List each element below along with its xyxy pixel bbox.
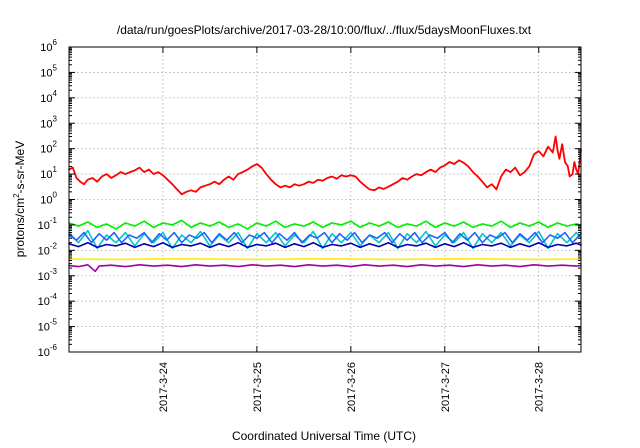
gridlines — [69, 47, 581, 352]
y-tick-label: 10-2 — [38, 241, 58, 257]
x-tick-label: 2017-3-24 — [158, 362, 170, 412]
series-layer — [68, 135, 582, 273]
x-tick-label: 2017-3-28 — [534, 362, 546, 412]
y-tick-label-exponent: 6 — [53, 38, 58, 47]
y-tick-label: 10-3 — [38, 267, 58, 283]
y-tick-label: 100 — [40, 191, 57, 207]
y-axis-label-base: protons/cm — [13, 198, 27, 257]
y-tick-label-base: 10 — [40, 118, 52, 130]
y-tick-label: 101 — [40, 165, 57, 181]
series-line-1 — [68, 135, 582, 196]
y-tick-label-base: 10 — [40, 42, 52, 54]
y-tick-label-exponent: -6 — [50, 343, 58, 352]
y-tick-label-exponent: -3 — [50, 267, 58, 276]
y-axis-label-superscript: 2 — [12, 193, 21, 198]
y-tick-label-base: 10 — [40, 195, 52, 207]
y-tick-label: 105 — [40, 63, 57, 79]
y-tick-label-exponent: 4 — [53, 89, 58, 98]
y-tick-label: 104 — [40, 89, 57, 105]
series-line-7 — [68, 264, 582, 273]
y-tick-label-exponent: 1 — [53, 165, 58, 174]
axes: 10-610-510-410-310-210-11001011021031041… — [38, 38, 581, 412]
y-tick-label-base: 10 — [40, 144, 52, 156]
x-tick-label: 2017-3-26 — [346, 362, 358, 412]
y-tick-label-exponent: -2 — [50, 241, 58, 250]
y-tick-label-base: 10 — [38, 347, 50, 359]
chart-title: /data/run/goesPlots/archive/2017-03-28/1… — [117, 23, 532, 37]
series-line-2 — [68, 219, 582, 230]
series-line-3 — [68, 229, 582, 250]
y-tick-label-exponent: 5 — [53, 63, 58, 72]
y-tick-label-base: 10 — [38, 220, 50, 232]
y-tick-label: 10-1 — [38, 216, 58, 232]
y-tick-label-exponent: -4 — [50, 292, 58, 301]
series-line-5 — [68, 241, 582, 249]
y-tick-label-exponent: 2 — [53, 140, 58, 149]
y-tick-label-base: 10 — [40, 93, 52, 105]
y-tick-label: 106 — [40, 38, 57, 54]
y-tick-label: 102 — [40, 140, 57, 156]
y-tick-label-exponent: -5 — [50, 318, 58, 327]
y-axis-label: protons/cm2-s-sr-MeV — [12, 141, 27, 257]
y-tick-label: 10-6 — [38, 343, 58, 359]
y-tick-label-base: 10 — [38, 245, 50, 257]
y-axis-label-rest: -s-sr-MeV — [13, 141, 27, 194]
y-tick-label-base: 10 — [40, 67, 52, 79]
series-line-4 — [68, 231, 582, 244]
y-tick-label-exponent: 3 — [53, 114, 58, 123]
y-tick-label: 10-4 — [38, 292, 58, 308]
y-tick-label: 10-5 — [38, 318, 58, 334]
y-tick-label-base: 10 — [38, 296, 50, 308]
y-tick-label: 103 — [40, 114, 57, 130]
y-tick-label-base: 10 — [38, 322, 50, 334]
x-axis-label: Coordinated Universal Time (UTC) — [232, 429, 416, 443]
series-line-6 — [68, 258, 582, 261]
y-tick-label-exponent: -1 — [50, 216, 58, 225]
y-tick-label-base: 10 — [40, 169, 52, 181]
y-tick-label-exponent: 0 — [53, 191, 58, 200]
x-tick-label: 2017-3-25 — [252, 362, 264, 412]
x-tick-label: 2017-3-27 — [440, 362, 452, 412]
y-tick-label-base: 10 — [38, 271, 50, 283]
